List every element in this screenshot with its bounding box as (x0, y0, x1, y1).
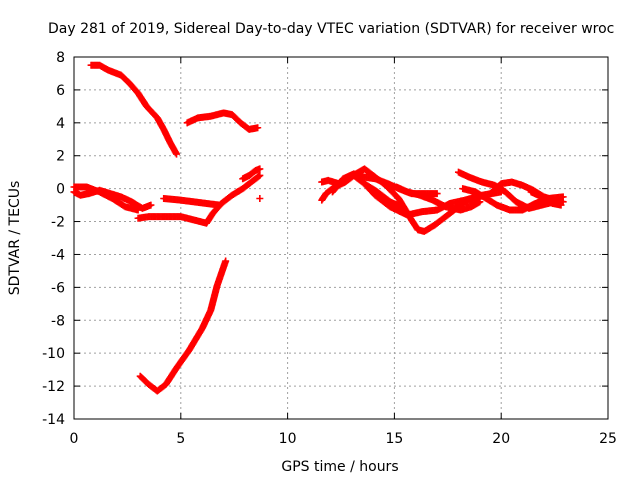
data-point (557, 201, 565, 209)
y-tick-label: -14 (42, 412, 65, 428)
data-point (134, 206, 142, 214)
y-tick-label: 2 (56, 149, 65, 165)
series-isolated (256, 195, 264, 203)
data-point (256, 195, 264, 203)
plot-frame (73, 56, 609, 420)
y-tick-label: -6 (51, 280, 65, 296)
x-axis-label: GPS time / hours (281, 459, 398, 475)
data-point (256, 165, 264, 173)
data-point (433, 190, 441, 198)
y-tick-label: 0 (56, 182, 65, 198)
series-arc-m (393, 183, 484, 214)
data-point (476, 198, 484, 206)
axis-ticks: 0 5 10 15 20 25 -14 -12 -10 -8 -6 -4 -2 0 2 4 6 8 (42, 50, 617, 447)
y-tick-label: 8 (56, 50, 65, 66)
y-tick-label: -10 (42, 346, 65, 362)
data-point (215, 201, 223, 209)
series-arc-d (70, 183, 142, 214)
data-point (173, 150, 181, 158)
x-tick-label: 10 (279, 431, 297, 447)
data-point (256, 171, 264, 179)
data-point (255, 172, 263, 180)
y-tick-label: -12 (42, 379, 65, 395)
grid-lines (74, 57, 608, 419)
data-points (70, 61, 567, 395)
y-tick-label: 6 (56, 83, 65, 99)
x-tick-label: 25 (599, 431, 617, 447)
series-arc-f (160, 195, 223, 209)
x-tick-label: 5 (176, 431, 185, 447)
chart-title: Day 281 of 2019, Sidereal Day-to-day VTE… (48, 21, 614, 37)
x-tick-label: 20 (492, 431, 510, 447)
x-tick-label: 15 (385, 431, 403, 447)
series-arc-q (527, 188, 565, 209)
y-tick-label: -8 (51, 313, 65, 329)
series-arc-l (360, 180, 505, 219)
y-tick-label: -2 (51, 215, 65, 231)
y-axis-label: SDTVAR / TECUs (7, 181, 23, 296)
series-arc-a (87, 61, 181, 158)
series-arc-g (239, 165, 264, 183)
data-point (222, 257, 230, 265)
y-tick-label: 4 (56, 116, 65, 132)
x-tick-label: 0 (70, 431, 79, 447)
series-arc-h (136, 257, 230, 395)
data-point (254, 124, 262, 132)
y-tick-label: -4 (51, 247, 65, 263)
data-point (147, 201, 155, 209)
series-arc-b (183, 109, 262, 133)
